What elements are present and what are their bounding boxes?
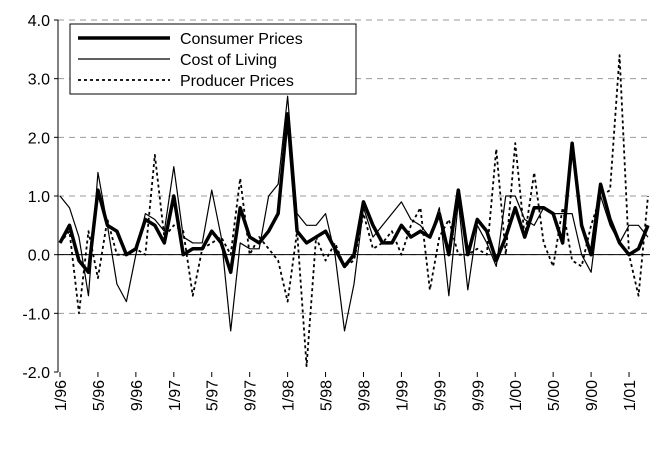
y-tick-label: 0.0: [28, 248, 50, 265]
legend-label: Consumer Prices: [180, 31, 303, 48]
legend-label: Cost of Living: [180, 52, 277, 69]
x-tick-label: 1/98: [281, 380, 298, 411]
x-tick-label: 5/97: [205, 380, 222, 411]
x-tick-label: 9/97: [243, 380, 260, 411]
x-tick-label: 9/00: [584, 380, 601, 411]
y-tick-label: -2.0: [22, 365, 50, 382]
x-tick-label: 9/96: [129, 380, 146, 411]
y-tick-label: 4.0: [28, 13, 50, 30]
series-line: [59, 54, 649, 368]
x-tick-label: 5/99: [432, 380, 449, 411]
x-tick-label: 5/96: [91, 380, 108, 411]
y-tick-label: 2.0: [28, 130, 50, 147]
y-tick-label: 1.0: [28, 189, 50, 206]
x-tick-label: 1/01: [622, 380, 639, 411]
x-tick-label: 1/99: [394, 380, 411, 411]
x-tick-label: 1/97: [167, 380, 184, 411]
y-tick-label: -1.0: [22, 306, 50, 323]
y-tick-label: 3.0: [28, 72, 50, 89]
x-tick-label: 9/99: [470, 380, 487, 411]
x-tick-label: 1/00: [508, 380, 525, 411]
x-tick-label: 9/98: [356, 380, 373, 411]
x-tick-label: 5/98: [319, 380, 336, 411]
x-tick-label: 1/96: [53, 380, 70, 411]
series-line: [59, 95, 649, 332]
legend-label: Producer Prices: [180, 73, 294, 90]
x-tick-label: 5/00: [546, 380, 563, 411]
